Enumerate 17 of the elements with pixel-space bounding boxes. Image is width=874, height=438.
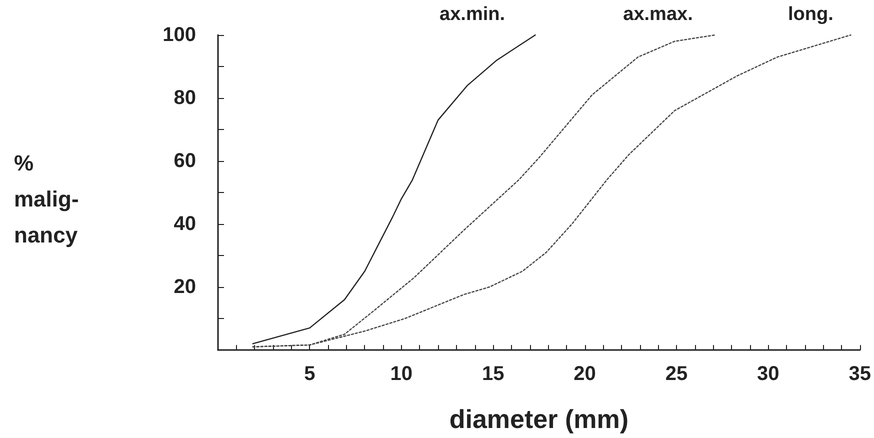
x-axis-title: diameter (mm) [449, 404, 629, 434]
series-label: ax.max. [623, 4, 693, 25]
y-tick-label: 80 [174, 87, 196, 109]
y-tick-label: 40 [174, 213, 196, 235]
y-tick-label: 100 [162, 24, 196, 46]
x-tick-label: 15 [482, 363, 504, 385]
y-axis-title: % malig- nancy [14, 150, 79, 248]
x-tick-label: 5 [304, 363, 316, 385]
x-tick-label: 25 [665, 363, 688, 385]
y-tick-label: 20 [174, 276, 196, 298]
series-label: ax.min. [440, 4, 506, 25]
x-tick-label: 10 [390, 363, 413, 385]
y-tick-label: 60 [174, 150, 196, 172]
x-tick-label: 20 [574, 363, 596, 385]
series-label: long. [788, 4, 834, 25]
x-tick-label: 30 [757, 363, 780, 385]
x-tick-label: 35 [848, 363, 871, 385]
